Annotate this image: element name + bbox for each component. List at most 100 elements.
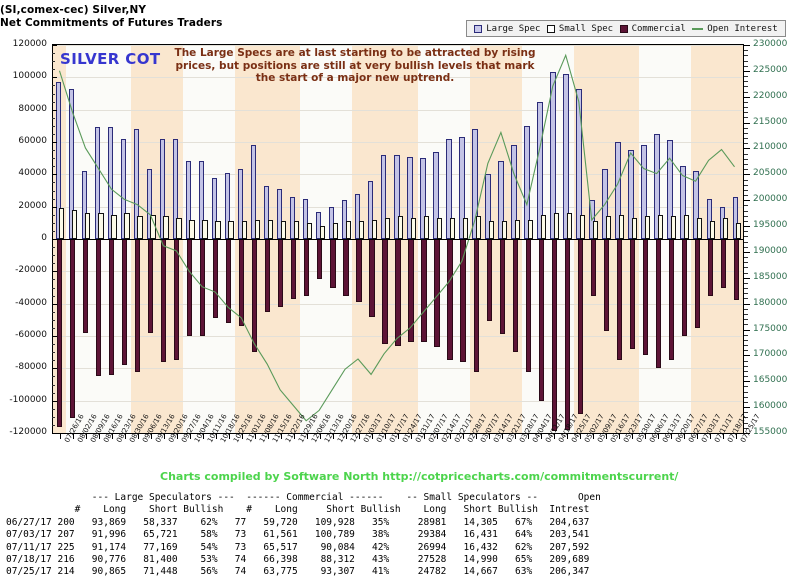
y-axis-left-minor-tick	[52, 424, 55, 426]
legend-item-1[interactable]: Small Spec	[546, 24, 613, 34]
bar-large-spec	[576, 88, 582, 239]
y-axis-right-minor-tick	[744, 262, 748, 264]
x-axis-tick	[671, 434, 673, 439]
x-axis-tick	[411, 434, 413, 439]
y-axis-right-minor-tick	[744, 143, 748, 145]
legend-item-0[interactable]: Large Spec	[474, 24, 540, 34]
y-axis-right-minor-tick	[744, 282, 748, 284]
bar-small-spec	[671, 216, 677, 239]
x-axis-tick	[502, 434, 504, 439]
bar-large-spec	[224, 172, 231, 239]
y-axis-left-tick	[52, 206, 57, 208]
y-axis-right-tick-label: 230000	[753, 39, 788, 49]
x-axis-tick	[111, 434, 113, 439]
y-axis-left-tick	[52, 109, 57, 111]
bar-large-spec	[355, 193, 361, 239]
plot-area	[52, 44, 744, 434]
bar-small-spec	[371, 219, 377, 239]
bar-large-spec	[159, 138, 166, 239]
x-axis-tick	[280, 434, 282, 439]
y-axis-right-minor-tick	[744, 220, 748, 222]
bar-large-spec	[667, 140, 673, 239]
x-axis-tick	[619, 434, 621, 439]
y-axis-left-tick-label: -60000	[15, 330, 47, 340]
bar-small-spec	[566, 213, 573, 239]
x-axis-tick	[384, 434, 386, 439]
y-axis-right-tick-label: 220000	[753, 90, 788, 101]
bar-small-spec	[410, 217, 416, 239]
y-axis-right-minor-tick	[744, 101, 748, 103]
y-axis-right-minor-tick	[744, 91, 748, 93]
x-axis-tick	[489, 434, 491, 439]
bar-small-spec	[710, 221, 716, 239]
bar-small-spec	[397, 216, 403, 239]
y-axis-right-tick-label: 200000	[753, 194, 788, 205]
gridline	[53, 368, 743, 370]
bar-large-spec	[211, 177, 218, 239]
x-axis-tick	[437, 434, 439, 439]
y-axis-left-minor-tick	[52, 319, 55, 321]
y-axis-right-minor-tick	[744, 236, 748, 238]
y-axis-left-minor-tick	[52, 247, 55, 249]
y-axis-right-minor-tick	[744, 184, 748, 186]
bar-large-spec	[55, 82, 62, 239]
y-axis-left-minor-tick	[52, 408, 55, 410]
x-axis-tick	[189, 434, 191, 439]
x-axis-tick	[723, 434, 725, 439]
bar-large-spec	[615, 142, 621, 239]
y-axis-left-minor-tick	[52, 279, 55, 281]
x-axis-tick	[567, 434, 569, 439]
y-axis-left-tick-label: -40000	[15, 297, 47, 308]
y-axis-right-minor-tick	[744, 158, 748, 160]
bar-small-spec	[176, 217, 182, 239]
y-axis-right-minor-tick	[744, 339, 748, 341]
x-axis-tick	[463, 434, 465, 439]
y-axis-right-minor-tick	[744, 55, 748, 57]
bar-large-spec	[433, 151, 439, 239]
bar-small-spec	[358, 221, 364, 239]
bar-small-spec	[384, 217, 390, 239]
bar-small-spec	[254, 219, 260, 239]
bar-large-spec	[485, 174, 491, 239]
bar-small-spec	[736, 222, 742, 239]
x-axis-tick	[515, 434, 517, 439]
y-axis-right-minor-tick	[744, 401, 748, 403]
bar-large-spec	[706, 198, 712, 239]
y-axis-left-tick	[52, 433, 57, 434]
y-axis-left-minor-tick	[52, 295, 55, 297]
legend-item-2[interactable]: Commercial	[619, 24, 686, 34]
y-axis-right-tick	[744, 96, 750, 98]
bar-large-spec	[328, 206, 335, 239]
bar-large-spec	[172, 138, 179, 239]
bar-small-spec	[189, 219, 195, 239]
bar-small-spec	[632, 217, 638, 239]
y-axis-right-minor-tick	[744, 169, 748, 171]
y-axis-left-tick-label: 40000	[18, 168, 47, 179]
legend-item-3[interactable]: Open Interest	[692, 24, 778, 34]
y-axis-left-tick	[52, 45, 57, 46]
x-axis-tick	[98, 434, 100, 439]
bar-small-spec	[202, 219, 208, 239]
header-subtitle: Net Commitments of Futures Traders	[0, 17, 223, 29]
y-axis-right-minor-tick	[744, 50, 748, 52]
legend-label: Large Spec	[486, 23, 541, 34]
y-axis-right-minor-tick	[744, 241, 748, 243]
x-axis-tick	[241, 434, 243, 439]
y-axis-right-minor-tick	[744, 350, 748, 352]
x-axis-tick	[736, 434, 738, 439]
y-axis-right-tick	[744, 381, 750, 383]
y-axis-left-minor-tick	[52, 93, 55, 95]
y-axis-left-tick	[52, 336, 57, 337]
bar-small-spec	[137, 216, 143, 239]
y-axis-left-tick-label: 120000	[12, 39, 47, 49]
y-axis-right-tick-label: 165000	[753, 375, 788, 386]
y-axis-left-tick-label: -80000	[15, 362, 47, 373]
x-axis-tick	[228, 434, 230, 439]
y-axis-right-tick	[744, 70, 750, 72]
y-axis-right-minor-tick	[744, 365, 748, 367]
bar-large-spec	[94, 127, 101, 239]
bar-large-spec	[537, 101, 543, 239]
y-axis-right-tick	[744, 200, 750, 202]
y-axis-right-tick	[744, 174, 750, 176]
y-axis-right-tick	[744, 407, 750, 409]
